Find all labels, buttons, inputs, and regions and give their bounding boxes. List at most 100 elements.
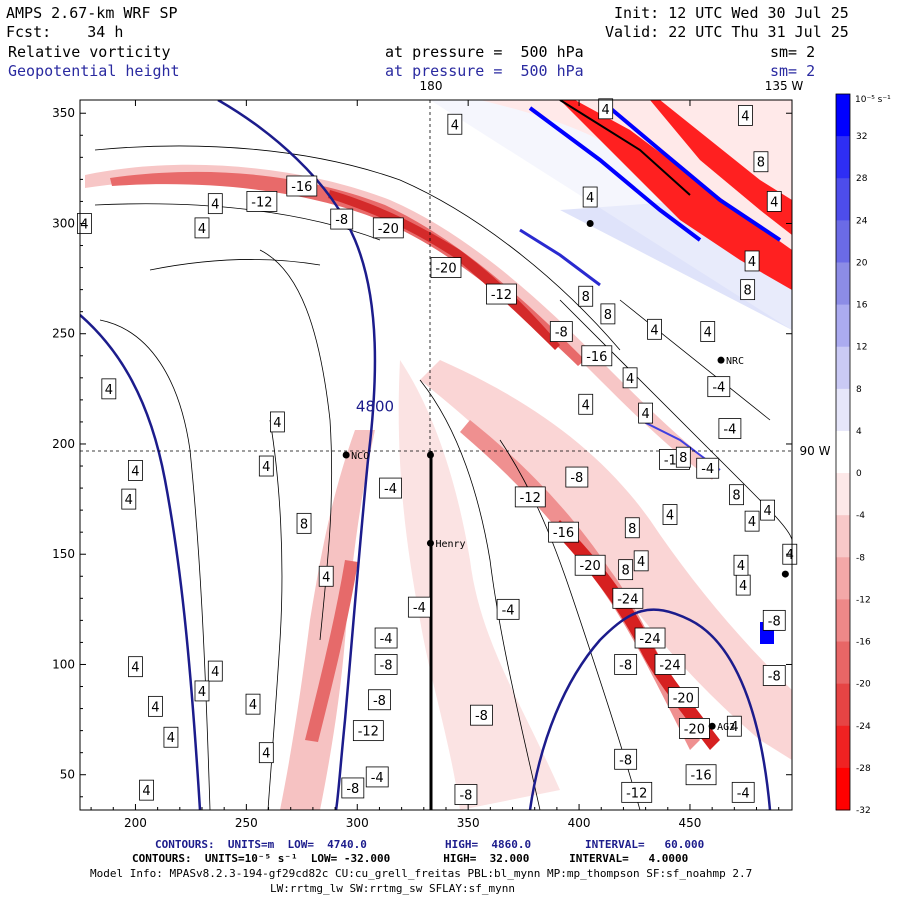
contour-label: 4: [262, 460, 270, 475]
x-tick-label: 450: [679, 816, 702, 830]
contour-label-box: [128, 460, 143, 481]
contour-label-box: [707, 376, 731, 398]
contour-label: 4: [249, 698, 257, 713]
contour-label: 4: [626, 372, 634, 387]
contour-label-box: [139, 779, 154, 801]
contour-label-box: [514, 486, 546, 508]
contour-label-box: [760, 499, 776, 521]
station-marker: [708, 722, 716, 730]
contour-label-box: [286, 175, 318, 197]
colorbar-label: -24: [856, 722, 871, 732]
station-marker: [781, 570, 789, 578]
colorbar-label: -28: [856, 764, 871, 774]
contour-label-box: [574, 554, 606, 576]
contour-label-box: [733, 554, 749, 576]
contour-label-box: [148, 695, 163, 717]
contour-label-box: [633, 550, 649, 572]
contour-label: -8: [619, 658, 632, 673]
contour-label-box: [379, 477, 402, 499]
colorbar-label: -20: [856, 680, 871, 690]
contour-label: -12: [491, 288, 512, 303]
contour-label: -4: [371, 771, 384, 786]
colorbar-label: 24: [856, 216, 868, 226]
lon-label-top-left: 180: [420, 79, 443, 93]
contour-label: 8: [757, 156, 765, 171]
contour-label: -4: [701, 462, 714, 477]
contour-label-box: [696, 457, 720, 479]
contour-label-box: [622, 367, 638, 389]
y-tick-label: 300: [52, 216, 75, 230]
station-marker: [426, 451, 434, 459]
contour-label: 4: [704, 326, 712, 341]
contour-label: -20: [435, 262, 456, 277]
contour-label: 8: [604, 308, 612, 323]
y-tick-label: 150: [52, 547, 75, 561]
colorbar-label: 32: [856, 132, 867, 142]
contour-label-box: [372, 217, 404, 239]
contour-label-box: [407, 596, 431, 618]
contour-label: -4: [712, 381, 725, 396]
contour-label: 4: [198, 685, 206, 700]
contour-label: 4: [131, 661, 139, 676]
contour-label: -12: [626, 786, 647, 801]
contour-label: 4: [730, 720, 738, 735]
vorticity-contour-info: CONTOURS: UNITS=10⁻⁵ s⁻¹ LOW= -32.000 HI…: [132, 852, 689, 865]
contour-label: 4: [451, 118, 459, 133]
contour-label: -8: [768, 669, 781, 684]
lon-label-top-right: 135 W: [765, 79, 804, 93]
contour-label: -16: [690, 769, 711, 784]
contour-label-box: [738, 105, 753, 126]
contour-label-box: [729, 484, 744, 506]
lat-label-right: 90 W: [800, 444, 831, 458]
contour-label: -8: [570, 471, 583, 486]
contour-label-box: [368, 689, 391, 711]
contour-label: -24: [617, 592, 638, 607]
contour-label-box: [270, 411, 285, 433]
contour-label: 4: [602, 103, 610, 118]
contour-label: 4: [786, 548, 794, 563]
contour-label-box: [614, 748, 638, 770]
contour-label-box: [612, 587, 644, 609]
contour-label: 8: [743, 284, 751, 299]
contour-label: 4: [142, 784, 150, 799]
colorbar-swatch: [836, 220, 850, 263]
contour-label-box: [548, 521, 579, 543]
contour-label: -12: [358, 725, 379, 740]
contour-label-box: [634, 627, 666, 649]
contour-label: -16: [291, 180, 312, 195]
contour-label-box: [685, 764, 717, 786]
contour-label-box: [454, 784, 478, 805]
contour-label: 4: [666, 509, 674, 524]
contour-label: 8: [300, 517, 308, 532]
contour-label-box: [352, 720, 384, 742]
contour-label: 4: [80, 217, 88, 232]
contour-label: -8: [373, 694, 386, 709]
contour-label: -4: [413, 601, 426, 616]
contour-label: -24: [659, 658, 680, 673]
contour-label-box: [430, 257, 462, 278]
contour-label: 4: [125, 493, 133, 508]
station-marker: [342, 451, 350, 459]
contour-label-box: [549, 321, 573, 342]
x-tick-label: 250: [235, 816, 258, 830]
x-tick-label: 200: [124, 816, 147, 830]
contour-label: 4: [322, 570, 330, 585]
field1-pressure: at pressure = 500 hPa: [385, 43, 584, 61]
colorbar: 32 28 24 20 16 12 8 4 0 -4 -8 -12 -16 -20 -24 -28 -32 10⁻…: [835, 93, 891, 816]
contour-label: -8: [475, 709, 488, 724]
contour-label: 4: [748, 255, 756, 270]
contour-label-box: [207, 193, 223, 215]
colorbar-swatch: [836, 515, 850, 558]
colorbar-swatch: [836, 178, 850, 221]
colorbar-swatch: [836, 262, 850, 306]
colorbar-label: -12: [856, 595, 871, 605]
colorbar-swatch: [836, 473, 850, 516]
contour-label-box: [662, 504, 678, 525]
contour-label: -4: [380, 632, 393, 647]
model-info-radiation: LW:rrtmg_lw SW:rrtmg_sw SFLAY:sf_mynn: [270, 882, 516, 895]
y-tick-label: 100: [52, 657, 75, 671]
y-tick-label: 350: [52, 106, 75, 120]
contour-label: 4: [151, 700, 159, 715]
plot-frame: [79, 99, 793, 811]
